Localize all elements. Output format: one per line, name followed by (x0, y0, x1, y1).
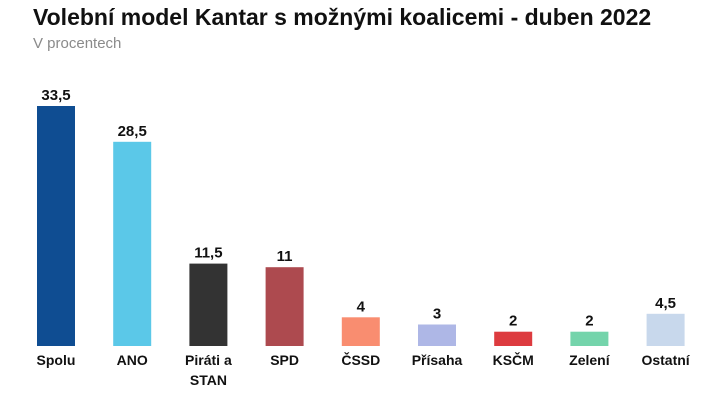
value-label-0: 33,5 (41, 87, 70, 104)
bar-7 (570, 331, 609, 346)
chart-title: Volební model Kantar s možnými koalicemi… (33, 4, 652, 30)
category-label-8: Ostatní (641, 352, 690, 368)
value-label-8: 4,5 (655, 295, 676, 312)
category-label-5: Přísaha (412, 352, 463, 368)
value-label-1: 28,5 (118, 123, 147, 140)
category-label-1: ANO (117, 352, 148, 368)
bar-0 (37, 106, 75, 346)
bar-8 (646, 313, 685, 346)
value-label-2: 11,5 (194, 245, 222, 262)
bar-5 (418, 324, 456, 346)
category-label-6: KSČM (493, 351, 534, 368)
category-label-2-line-0: Piráti a (185, 352, 232, 368)
category-label-4: ČSSD (341, 351, 380, 368)
bar-3 (265, 267, 304, 346)
value-label-5: 3 (433, 306, 441, 323)
bar-4 (341, 317, 380, 346)
category-label-7: Zelení (569, 352, 611, 368)
chart-subtitle: V procentech (33, 35, 122, 52)
value-label-6: 2 (509, 313, 517, 330)
bar-6 (494, 331, 533, 346)
value-label-4: 4 (357, 298, 366, 315)
category-label-3: SPD (270, 352, 299, 368)
bar-1 (113, 141, 152, 346)
value-label-7: 2 (585, 313, 593, 330)
value-label-3: 11 (277, 248, 293, 265)
category-label-2-line-1: STAN (190, 372, 227, 388)
bar-2 (189, 263, 228, 346)
category-label-0: Spolu (37, 352, 76, 368)
